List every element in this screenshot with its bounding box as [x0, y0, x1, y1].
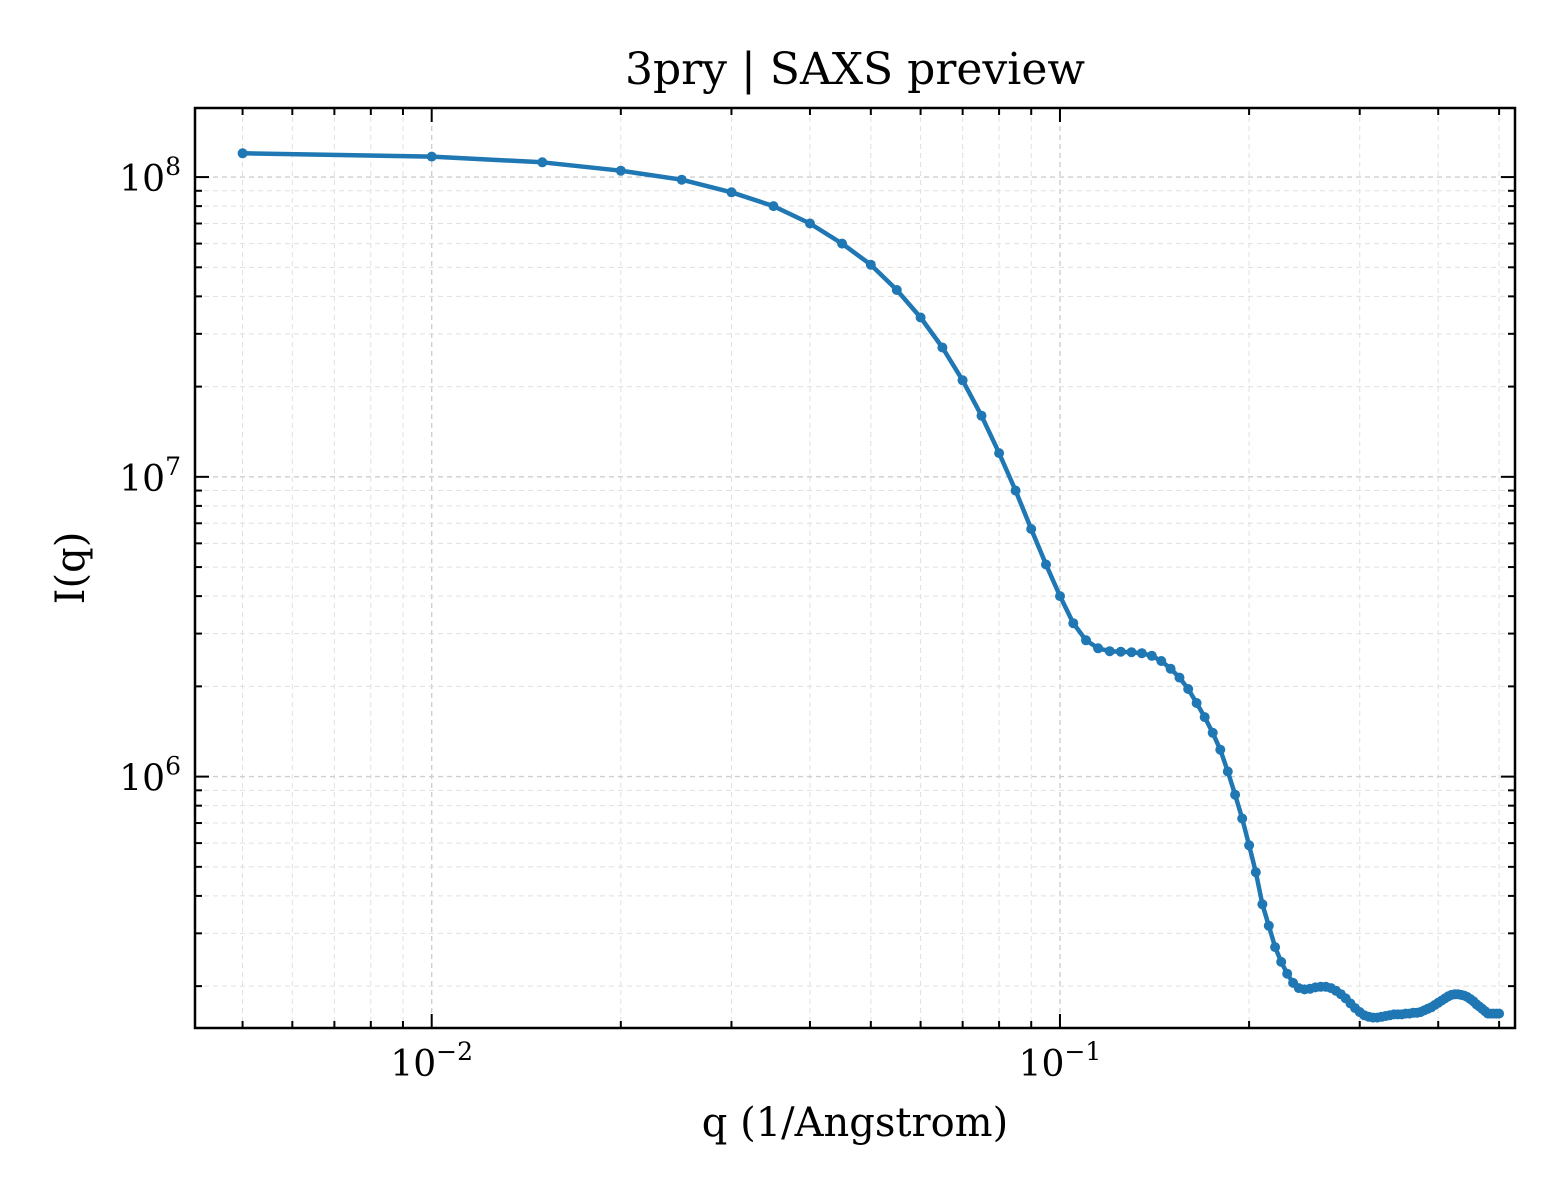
tick-label-base: 10 — [119, 759, 165, 800]
tick-label-exponent: −1 — [1064, 1037, 1101, 1066]
data-point — [1156, 656, 1167, 666]
data-point — [957, 375, 968, 386]
data-point — [768, 201, 779, 212]
chart-title: 3pry | SAXS preview — [625, 44, 1085, 95]
data-point — [1093, 643, 1104, 654]
data-point — [426, 151, 437, 162]
data-point — [1068, 618, 1079, 629]
data-point — [1276, 956, 1287, 967]
y-tick-label: 106 — [119, 752, 181, 800]
data-point — [1230, 789, 1241, 800]
x-axis-label: q (1/Angstrom) — [702, 1100, 1008, 1146]
tick-label-exponent: 8 — [165, 152, 181, 181]
data-point — [1146, 650, 1157, 661]
data-point — [1263, 920, 1274, 931]
data-point — [1165, 663, 1176, 674]
data-point — [1237, 813, 1248, 824]
y-tick-label: 107 — [119, 452, 181, 500]
tick-label-base: 10 — [1019, 1044, 1065, 1085]
x-tick-label: 10−1 — [1019, 1037, 1102, 1085]
data-point — [865, 259, 876, 270]
tick-label-exponent: 6 — [165, 752, 181, 781]
data-point — [1183, 684, 1194, 694]
data-point — [1126, 647, 1137, 658]
data-point — [726, 187, 737, 198]
y-axis-label: I(q) — [48, 532, 94, 605]
tick-label-base: 10 — [119, 159, 165, 200]
data-point — [237, 148, 248, 159]
data-point — [1207, 727, 1218, 738]
data-series — [237, 148, 1505, 1023]
tick-label-exponent: −2 — [436, 1037, 473, 1066]
data-point — [1115, 646, 1126, 657]
data-point — [1104, 646, 1115, 657]
data-point — [1081, 635, 1091, 646]
data-point — [937, 342, 948, 353]
data-point — [1136, 648, 1147, 659]
x-tick-label: 10−2 — [390, 1037, 473, 1085]
data-point — [1222, 766, 1233, 777]
data-point — [615, 165, 626, 176]
data-point — [805, 218, 815, 229]
data-point — [915, 312, 926, 323]
tick-label-exponent: 7 — [165, 452, 181, 481]
data-point — [1250, 867, 1261, 878]
data-point — [1174, 672, 1185, 683]
data-point — [837, 238, 848, 249]
data-point — [537, 157, 548, 168]
data-point — [1244, 840, 1255, 851]
data-point — [1257, 899, 1268, 910]
data-point — [1055, 591, 1065, 602]
data-point — [1494, 1008, 1505, 1019]
data-point — [1282, 968, 1293, 979]
data-point — [1010, 485, 1021, 496]
data-point — [976, 410, 987, 421]
data-point — [1041, 559, 1051, 570]
data-point — [1215, 744, 1226, 755]
data-point — [891, 285, 902, 295]
data-point — [1026, 524, 1037, 534]
data-point — [1191, 698, 1202, 708]
data-point — [676, 174, 687, 185]
y-tick-label: 108 — [119, 152, 181, 200]
plot-frame — [193, 106, 1517, 1030]
grid-lines — [195, 108, 1515, 1028]
data-point — [1199, 712, 1210, 723]
tick-label-base: 10 — [390, 1044, 436, 1085]
data-point — [1270, 942, 1281, 953]
tick-label-base: 10 — [119, 459, 165, 500]
data-point — [994, 448, 1005, 459]
